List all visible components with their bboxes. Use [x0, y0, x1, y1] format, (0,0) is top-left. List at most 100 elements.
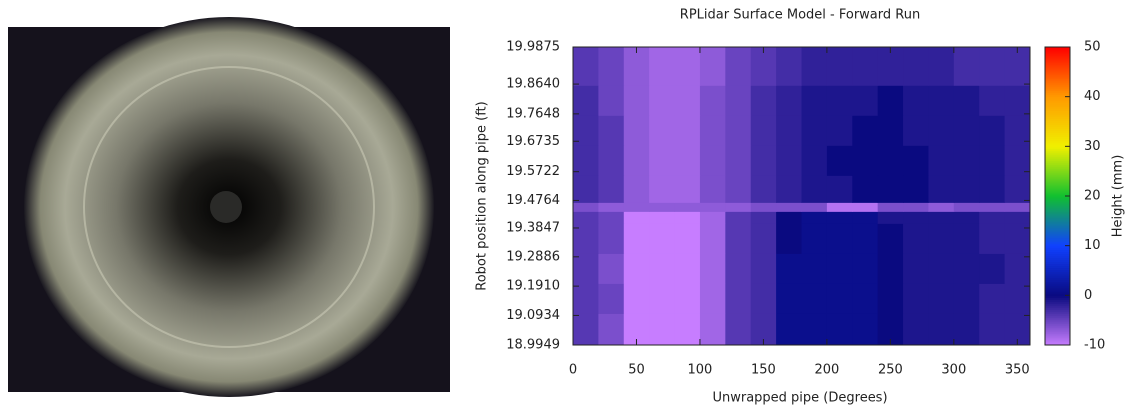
heatmap-cell [903, 223, 929, 254]
heatmap-cell [928, 145, 954, 176]
y-axis-label: Robot position along pipe (ft) [475, 101, 490, 290]
heatmap-cell [573, 85, 599, 116]
heatmap-cell [649, 253, 675, 284]
heatmap-cell [598, 283, 624, 314]
heatmap-cell [598, 145, 624, 176]
heatmap-cell [649, 115, 675, 146]
heatmap-cell [954, 211, 980, 224]
heatmap-cell [751, 145, 777, 176]
heatmap-cell [954, 115, 980, 146]
heatmap-cell [598, 313, 624, 345]
heatmap-cell [928, 85, 954, 116]
heatmap-cell [954, 145, 980, 176]
heatmap-cell [802, 145, 828, 176]
heatmap-cell [573, 202, 599, 212]
heatmap-cell [979, 85, 1005, 116]
heatmap-cell [878, 223, 904, 254]
heatmap-cell [598, 85, 624, 116]
heatmap-cell [624, 85, 650, 116]
heatmap-cell [751, 85, 777, 116]
heatmap-cell [725, 145, 751, 176]
heatmap-cell [852, 145, 878, 176]
heatmap-cell [675, 47, 701, 86]
heatmap-cell [852, 202, 878, 212]
heatmap-cell [928, 283, 954, 314]
heatmap-cell [903, 85, 929, 116]
heatmap-cell [598, 115, 624, 146]
x-axis-label: Unwrapped pipe (Degrees) [712, 391, 887, 406]
heatmap-cell [827, 313, 853, 345]
heatmap-cell [827, 202, 853, 212]
heatmap-cell [675, 253, 701, 284]
heatmap-cell [852, 211, 878, 224]
y-tick-label: 18.9949 [506, 338, 560, 353]
heatmap-cell [624, 283, 650, 314]
heatmap-cell [979, 283, 1005, 314]
heatmap-cell [751, 283, 777, 314]
heatmap-cell [598, 223, 624, 254]
heatmap-cell [802, 313, 828, 345]
heatmap-cell [649, 223, 675, 254]
heatmap-cell [751, 202, 777, 212]
colorbar-tick-label: 10 [1084, 238, 1101, 253]
heatmap-cell [649, 47, 675, 86]
heatmap-cell [852, 223, 878, 254]
heatmap-cell [649, 145, 675, 176]
heatmap-cell [725, 253, 751, 284]
heatmap-cell [700, 175, 726, 203]
heatmap-cell [598, 175, 624, 203]
heatmap-cell [928, 115, 954, 146]
heatmap-cell [776, 283, 802, 314]
heatmap-cell [878, 211, 904, 224]
heatmap-cell [725, 211, 751, 224]
x-tick-label: 50 [628, 363, 645, 378]
heatmap-cell [802, 202, 828, 212]
heatmap-cell [725, 202, 751, 212]
heatmap-cell [852, 283, 878, 314]
heatmap-cell [979, 253, 1005, 284]
heatmap-cell [852, 313, 878, 345]
heatmap-cell [675, 85, 701, 116]
heatmap-cell [725, 313, 751, 345]
heatmap-cell [573, 47, 599, 86]
heatmap-cell [903, 115, 929, 146]
heatmap-cell [776, 85, 802, 116]
y-tick-label: 19.6735 [506, 134, 560, 149]
colorbar-tick-label: 40 [1084, 89, 1101, 104]
y-tick-label: 19.0934 [506, 308, 560, 323]
heatmap-cell [878, 253, 904, 284]
heatmap-cell [776, 211, 802, 224]
heatmap-cell [751, 253, 777, 284]
heatmap-cell [700, 85, 726, 116]
heatmap-cell [624, 145, 650, 176]
heatmap-cell [700, 145, 726, 176]
heatmap-cell [725, 283, 751, 314]
heatmap-cell [675, 115, 701, 146]
colorbar-tick-label: 20 [1084, 189, 1101, 204]
heatmap-cell [725, 175, 751, 203]
heatmap-cell [776, 223, 802, 254]
x-tick-label: 150 [751, 363, 776, 378]
heatmap-cell [903, 145, 929, 176]
heatmap-cell [979, 47, 1005, 86]
y-tick-label: 19.9875 [506, 40, 560, 55]
heatmap-cell [675, 223, 701, 254]
heatmap-cell [979, 202, 1005, 212]
heatmap-cell [802, 175, 828, 203]
heatmap-cell [700, 253, 726, 284]
heatmap-cell [802, 211, 828, 224]
pipe-photo [8, 17, 450, 397]
heatmap-cell [649, 313, 675, 345]
heatmap-cell [928, 253, 954, 284]
heatmap-cell [1005, 211, 1031, 224]
heatmap-cell [751, 223, 777, 254]
heatmap-cell [852, 175, 878, 203]
heatmap-cell [725, 47, 751, 86]
heatmap-cell [878, 202, 904, 212]
heatmap-cell [573, 175, 599, 203]
heatmap-cell [878, 283, 904, 314]
heatmap-cell [827, 211, 853, 224]
heatmap-cell [878, 145, 904, 176]
heatmap-cell [928, 313, 954, 345]
